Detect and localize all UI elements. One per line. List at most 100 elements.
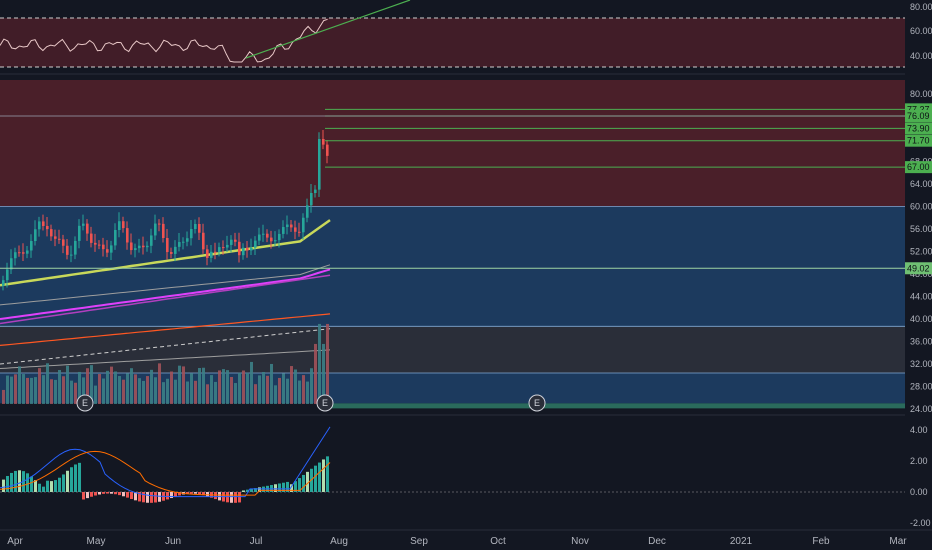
macd-histogram-bar (106, 492, 109, 494)
volume-bar (274, 385, 277, 404)
rsi-pane[interactable]: 80.00 60.00 40.00 (0, 0, 932, 68)
volume-bar (262, 371, 265, 404)
candle-body (86, 223, 89, 234)
candle-body (246, 247, 249, 251)
macd-histogram-bar (254, 488, 257, 492)
earnings-circle (528, 394, 546, 412)
volume-bar (10, 376, 13, 404)
candle-body (34, 229, 37, 242)
macd-histogram-bar (122, 492, 125, 497)
candle-body (290, 224, 293, 228)
volume-bar (30, 377, 33, 404)
candle-body (54, 236, 57, 239)
rsi-trend-line[interactable] (245, 0, 411, 59)
candle-body (302, 217, 305, 233)
price-tick-label: 60.00 (910, 202, 932, 212)
candle-body (30, 241, 33, 251)
candle-body (250, 247, 253, 251)
volume-bar (114, 371, 117, 404)
candle-body (26, 250, 29, 254)
candle-body (118, 221, 121, 230)
earnings-marker[interactable]: E (76, 394, 94, 412)
volume-bar (2, 389, 5, 404)
volume-bar (18, 366, 21, 404)
candle-body (70, 254, 73, 256)
macd-histogram-bar (42, 486, 45, 492)
macd-histogram-bar (186, 492, 189, 494)
macd-histogram-bar (246, 489, 249, 492)
volume-bar (250, 361, 253, 404)
candle-body (142, 245, 145, 248)
resistance-zone (0, 80, 905, 207)
macd-histogram-bar (194, 492, 197, 494)
price-pane[interactable]: EEE 80.0072.0068.0064.0060.0056.0052.004… (0, 80, 932, 414)
rsi-tick-label: 40.00 (910, 51, 932, 61)
candle-body (138, 245, 141, 249)
volume-bar (82, 377, 85, 404)
macd-histogram-bar (30, 476, 33, 492)
macd-histogram-bar (322, 459, 325, 492)
candle-body (222, 247, 225, 249)
candle-body (178, 242, 181, 247)
volume-bar (182, 366, 185, 404)
candle-body (278, 233, 281, 241)
candle-body (274, 240, 277, 242)
macd-histogram-bar (226, 492, 229, 503)
rsi-tick-label: 60.00 (910, 26, 932, 36)
volume-bar (90, 365, 93, 404)
earnings-marker[interactable]: E (316, 394, 334, 412)
volume-bar (210, 375, 213, 404)
macd-histogram-bar (206, 492, 209, 497)
macd-histogram-bar (146, 492, 149, 503)
macd-histogram-bar (298, 478, 301, 492)
time-axis-label: Feb (812, 536, 830, 547)
macd-histogram-bar (318, 462, 321, 492)
volume-bar (278, 377, 281, 404)
macd-pane[interactable]: 4.00 2.00 0.00 -2.00 (0, 425, 931, 528)
volume-bar (78, 371, 81, 404)
macd-histogram-bar (102, 492, 105, 494)
earnings-label: E (534, 398, 540, 408)
volume-bar (206, 384, 209, 404)
ma-grey-2 (0, 349, 331, 369)
time-axis[interactable]: Apr May Jun Jul Aug Sep Oct Nov Dec 2021 Feb Mar (7, 536, 907, 547)
volume-bar (158, 363, 161, 404)
candle-body (14, 252, 17, 259)
macd-histogram-bar (238, 492, 241, 503)
time-axis-label: Mar (889, 536, 907, 547)
volume-bar (46, 363, 49, 404)
macd-histogram-bar (118, 492, 121, 496)
volume-bar (138, 378, 141, 404)
volume-bar (162, 382, 165, 404)
earnings-marker[interactable]: E (528, 394, 546, 412)
price-tick-label: 80.00 (910, 89, 932, 99)
macd-histogram (0, 456, 905, 503)
candles (2, 130, 329, 291)
macd-histogram-bar (70, 467, 73, 492)
candle-body (162, 223, 165, 238)
macd-histogram-bar (214, 492, 217, 500)
volume-bar (214, 381, 217, 404)
candle-body (74, 240, 77, 255)
volume-bar (86, 368, 89, 404)
price-tick-label: 40.00 (910, 314, 932, 324)
horizontal-levels[interactable] (0, 108, 905, 269)
candle-body (2, 280, 5, 286)
price-tick-label: 56.00 (910, 224, 932, 234)
earnings-label: E (82, 398, 88, 408)
macd-histogram-bar (278, 483, 281, 492)
rsi-line (0, 18, 328, 63)
volume-bar (226, 370, 229, 404)
support-zone (0, 206, 905, 327)
candle-body (114, 229, 117, 246)
earnings-circle (316, 394, 334, 412)
macd-histogram-bar (178, 492, 181, 496)
macd-histogram-bar (302, 474, 305, 492)
time-axis-label: Jun (165, 536, 181, 547)
rsi-axis: 80.00 60.00 40.00 (910, 2, 932, 61)
macd-histogram-bar (98, 492, 101, 495)
volume-bar (94, 385, 97, 404)
price-tag-bg (905, 161, 932, 174)
